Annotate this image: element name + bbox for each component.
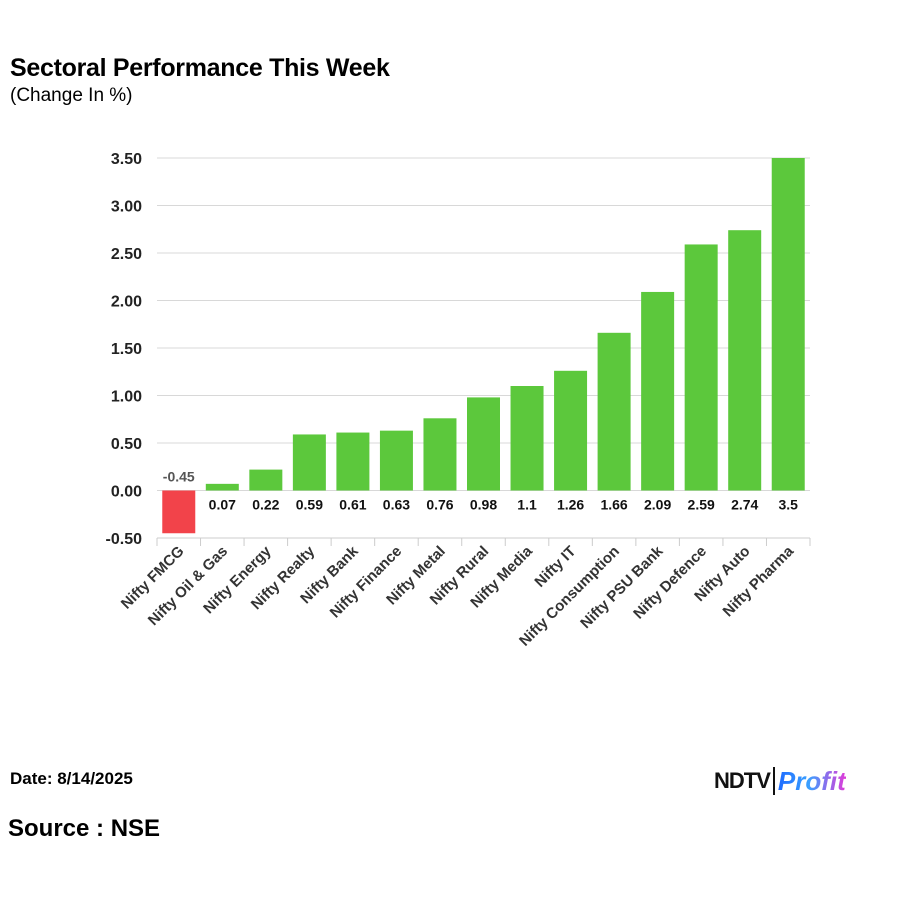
source-label: Source : NSE [8, 815, 161, 842]
bar [771, 158, 805, 491]
data-label: 0.59 [296, 497, 323, 513]
y-tick-label: 1.50 [111, 341, 142, 358]
bar [162, 490, 196, 534]
bar [205, 483, 239, 491]
bar [292, 434, 326, 491]
data-label: 0.07 [209, 497, 236, 513]
bar-chart: -0.50 0.00 0.50 1.00 1.50 2.00 2.50 3.00 3.50 -0.… [106, 151, 811, 650]
data-label: 2.09 [644, 497, 671, 513]
bar [336, 432, 370, 491]
y-tick-label: 0.00 [111, 484, 142, 501]
data-label: 0.22 [252, 497, 279, 513]
chart-subtitle: (Change In %) [10, 85, 133, 106]
data-label: 1.66 [600, 497, 627, 513]
bar [728, 230, 762, 491]
y-tick-label: 3.00 [111, 199, 142, 216]
data-label: 0.98 [470, 497, 497, 513]
logo-ndtv: NDTV [714, 768, 771, 793]
bar [554, 370, 588, 491]
bar [467, 397, 500, 491]
data-label: 0.76 [426, 497, 453, 513]
y-tick-label: -0.50 [106, 531, 143, 548]
date-label: Date: 8/14/2025 [10, 769, 133, 788]
data-label: 0.63 [383, 497, 410, 513]
bar [379, 430, 413, 491]
bar [510, 386, 544, 491]
logo-divider [772, 767, 775, 795]
data-label: 3.5 [778, 497, 798, 513]
y-tick-label: 3.50 [111, 151, 142, 168]
bar [597, 332, 631, 491]
data-label: 2.74 [731, 497, 758, 513]
y-tick-label: 2.00 [111, 294, 142, 311]
data-label: 1.26 [557, 497, 584, 513]
y-tick-label: 0.50 [111, 436, 142, 453]
bar [423, 418, 457, 491]
data-label: 1.1 [517, 497, 537, 513]
bar [684, 244, 718, 491]
chart-title: Sectoral Performance This Week [10, 54, 390, 82]
ndtv-profit-logo: NDTV Profit [714, 766, 846, 796]
logo-profit: Profit [777, 765, 846, 796]
data-label: 0.61 [339, 497, 366, 513]
data-label: -0.45 [163, 469, 195, 485]
bar [641, 291, 675, 491]
y-tick-label: 1.00 [111, 389, 142, 406]
data-label: 2.59 [688, 497, 715, 513]
bar [249, 469, 283, 491]
y-tick-label: 2.50 [111, 246, 142, 263]
